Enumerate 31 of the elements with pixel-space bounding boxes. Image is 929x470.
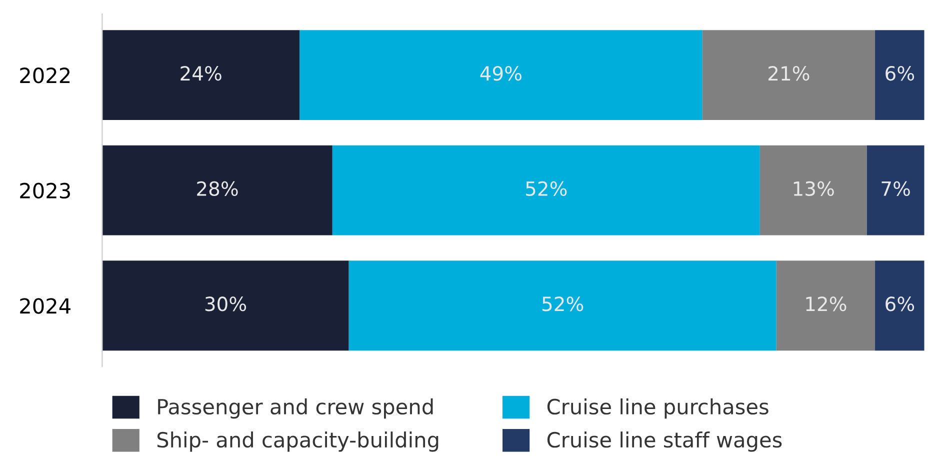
bar: [776, 260, 876, 351]
bar: [102, 145, 332, 236]
legend-label: Ship- and capacity-building: [157, 432, 438, 452]
y-tick-label: 2024: [20, 298, 70, 314]
bar: [348, 260, 776, 351]
data-label: 24%: [180, 66, 222, 81]
data-label: 21%: [768, 66, 810, 81]
data-label: 13%: [794, 181, 834, 196]
data-label: 12%: [806, 296, 846, 312]
bar: [332, 145, 760, 236]
data-label: 6%: [886, 296, 914, 312]
data-label: 6%: [886, 66, 914, 81]
data-label: 49%: [480, 66, 522, 81]
bar: [866, 145, 924, 236]
data-label: 52%: [526, 181, 567, 196]
bar: [760, 145, 867, 236]
legend-label: Cruise line purchases: [547, 398, 768, 419]
data-label: 7%: [882, 181, 910, 196]
y-tick-label: 2023: [20, 182, 70, 199]
bar: [300, 30, 702, 120]
bar: [102, 30, 300, 120]
data-label: 52%: [542, 296, 584, 312]
bar: [875, 260, 924, 351]
bar: [702, 30, 876, 120]
bar: [102, 260, 349, 351]
y-tick-label: 2022: [20, 68, 70, 84]
legend-label: Passenger and crew spend: [158, 398, 433, 419]
bar: [875, 30, 924, 120]
data-label: 28%: [197, 181, 238, 196]
legend-label: Cruise line staff wages: [547, 432, 782, 452]
data-label: 30%: [205, 296, 246, 312]
